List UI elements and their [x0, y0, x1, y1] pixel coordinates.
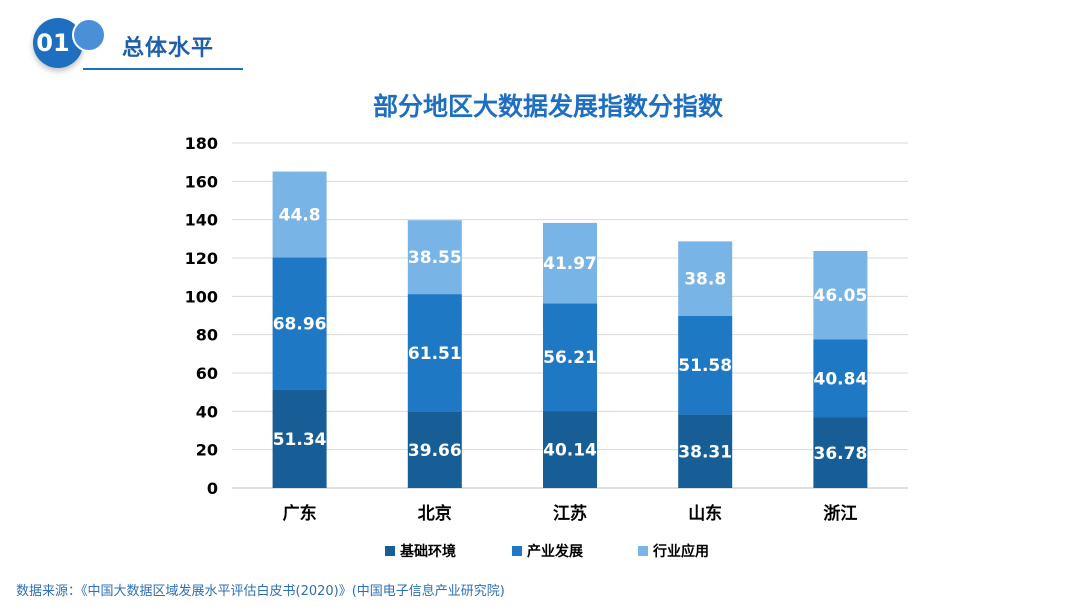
bar-segment — [543, 411, 597, 488]
y-tick-label: 140 — [185, 211, 218, 230]
y-tick-label: 120 — [185, 249, 218, 268]
data-label: 61.51 — [408, 344, 462, 364]
y-tick-label: 180 — [185, 134, 218, 153]
y-tick-label: 100 — [185, 287, 218, 306]
legend-label: 产业发展 — [527, 543, 583, 560]
y-tick-label: 160 — [185, 172, 218, 191]
y-tick-label: 0 — [207, 479, 218, 498]
y-tick-label: 60 — [196, 364, 218, 383]
bar-segment — [407, 411, 462, 488]
badge-accent-dot — [72, 18, 106, 52]
data-label: 46.05 — [814, 286, 868, 306]
data-label: 68.96 — [273, 315, 327, 335]
data-label: 36.78 — [814, 444, 868, 464]
section-title: 总体水平 — [122, 36, 215, 61]
x-tick-label: 浙江 — [823, 503, 857, 524]
source-note: 数据来源：《中国大数据区域发展水平评估白皮书(2020)》(中国电子信息产业研究… — [16, 584, 505, 599]
bar-segment — [678, 241, 733, 316]
legend-label: 行业应用 — [652, 543, 709, 560]
x-tick-label: 广东 — [283, 503, 317, 524]
bar-segment — [813, 417, 868, 488]
legend-swatch — [638, 546, 648, 556]
bar-segment — [813, 339, 868, 418]
bar-segment — [272, 171, 327, 258]
legend-swatch — [512, 546, 522, 556]
legend-swatch — [385, 546, 395, 556]
data-label: 51.58 — [678, 356, 732, 376]
bar-segment — [678, 414, 733, 488]
data-label: 44.8 — [279, 205, 321, 225]
data-label: 38.31 — [678, 442, 732, 462]
section-header: 01 总体水平 — [0, 0, 1080, 80]
data-label: 39.66 — [408, 441, 462, 461]
data-label: 40.84 — [814, 369, 868, 389]
x-tick-label: 北京 — [418, 503, 452, 524]
y-tick-label: 40 — [196, 402, 218, 421]
data-label: 38.55 — [408, 248, 462, 268]
data-label: 51.34 — [273, 430, 327, 450]
x-tick-label: 江苏 — [553, 503, 587, 524]
x-tick-label: 山东 — [688, 503, 722, 524]
bar-segment — [272, 257, 327, 390]
legend-label: 基础环境 — [400, 543, 456, 560]
bar-segment — [678, 315, 733, 415]
bar-segment — [272, 389, 327, 488]
bar-segment — [813, 250, 868, 340]
header-underline — [83, 68, 243, 70]
data-label: 40.14 — [543, 441, 597, 461]
bar-segment — [407, 220, 462, 295]
bar-segment — [543, 303, 597, 412]
data-label: 41.97 — [543, 254, 597, 274]
section-number: 01 — [36, 29, 70, 57]
y-tick-label: 20 — [196, 441, 218, 460]
bar-segment — [543, 222, 597, 304]
data-label: 56.21 — [543, 348, 597, 368]
y-tick-label: 80 — [196, 326, 218, 345]
chart-title: 部分地区大数据发展指数分指数 — [372, 92, 723, 121]
bar-segment — [407, 294, 462, 412]
data-label: 38.8 — [684, 270, 726, 290]
